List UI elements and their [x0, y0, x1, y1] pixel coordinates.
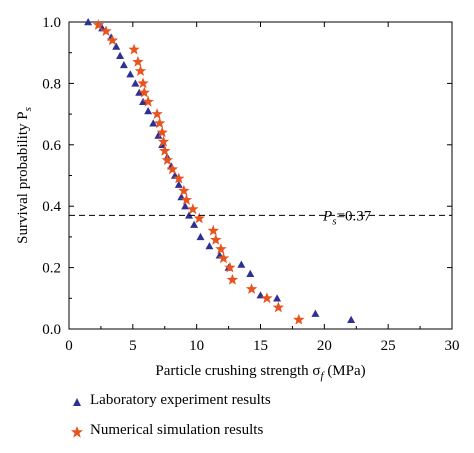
y-tick-label: 0.0 [42, 322, 61, 338]
sim-point [166, 163, 179, 175]
sim-point [261, 292, 273, 304]
axis-ticks: 0 5 10 15 20 25 30 0.0 0.2 0.4 0.6 0.8 1.0 [42, 15, 459, 354]
lab-point [154, 131, 163, 139]
lab-point [181, 202, 190, 210]
data-points [84, 18, 356, 325]
triangle-marker-icon [73, 398, 81, 406]
x-tick-label: 20 [317, 338, 332, 354]
legend-label-laboratory: Laboratory experiment results [90, 392, 271, 408]
lab-point [273, 294, 282, 302]
lab-point [139, 97, 148, 106]
lab-point [119, 60, 128, 69]
x-tick-label: 0 [65, 338, 73, 354]
sim-point [153, 117, 166, 129]
sim-point [245, 283, 258, 294]
x-tick-label: 25 [381, 338, 396, 354]
y-axis-label: Survival probability Ps [15, 107, 34, 244]
sim-point [224, 261, 236, 273]
x-tick-label: 30 [445, 338, 460, 354]
sim-point [215, 243, 227, 254]
sim-point [272, 301, 285, 313]
sim-point [106, 34, 119, 46]
sim-point [92, 19, 105, 30]
lab-point [135, 88, 144, 96]
sim-point [173, 172, 185, 184]
sim-point [138, 86, 150, 98]
lab-point [246, 269, 255, 277]
lab-point [174, 180, 183, 188]
lab-point [126, 70, 135, 78]
sim-point [156, 126, 168, 138]
lab-point [311, 309, 320, 317]
reference-label: Ps=0.37 [322, 208, 372, 227]
y-tick-label: 1.0 [42, 15, 61, 31]
sim-point [161, 154, 173, 165]
sim-point [157, 135, 170, 147]
lab-point [112, 42, 121, 50]
legend-label-numerical: Numerical simulation results [90, 422, 264, 438]
lab-point [144, 107, 153, 115]
lab-point [149, 119, 158, 127]
sim-point [193, 212, 205, 224]
x-tick-label: 15 [253, 338, 268, 354]
lab-point [116, 51, 125, 59]
sim-point [210, 234, 222, 245]
sim-point [180, 194, 193, 205]
sim-point [293, 313, 305, 325]
chart-canvas: 0 5 10 15 20 25 30 0.0 0.2 0.4 0.6 0.8 1.0 Ps=0.37 P… [15, 15, 460, 382]
sim-point [137, 77, 149, 89]
sim-point [226, 273, 239, 285]
lab-point [347, 315, 356, 323]
sim-point [207, 224, 219, 236]
lab-point [196, 232, 205, 241]
lab-point [190, 220, 199, 228]
y-tick-label: 0.4 [42, 199, 61, 215]
sim-point [100, 25, 112, 37]
sim-point [134, 65, 147, 76]
sim-point [128, 43, 140, 55]
reference-label-background [319, 206, 398, 225]
x-axis-label: Particle crushing strength σf (MPa) [155, 363, 365, 382]
star-marker-icon [71, 426, 83, 438]
sim-point [142, 95, 154, 107]
lab-point [84, 18, 93, 26]
sim-point [217, 252, 230, 264]
x-tick-label: 5 [129, 338, 137, 354]
x-tick-label: 10 [189, 338, 204, 354]
y-tick-label: 0.6 [42, 138, 61, 154]
lab-point [237, 260, 246, 268]
lab-point [131, 79, 140, 87]
sim-point [159, 144, 171, 156]
y-tick-label: 0.2 [42, 261, 61, 277]
y-tick-label: 0.8 [42, 76, 61, 92]
sim-point [178, 184, 190, 196]
lab-point [205, 242, 214, 250]
sim-point [151, 108, 163, 119]
sim-point [132, 55, 144, 67]
sim-point [187, 203, 199, 215]
